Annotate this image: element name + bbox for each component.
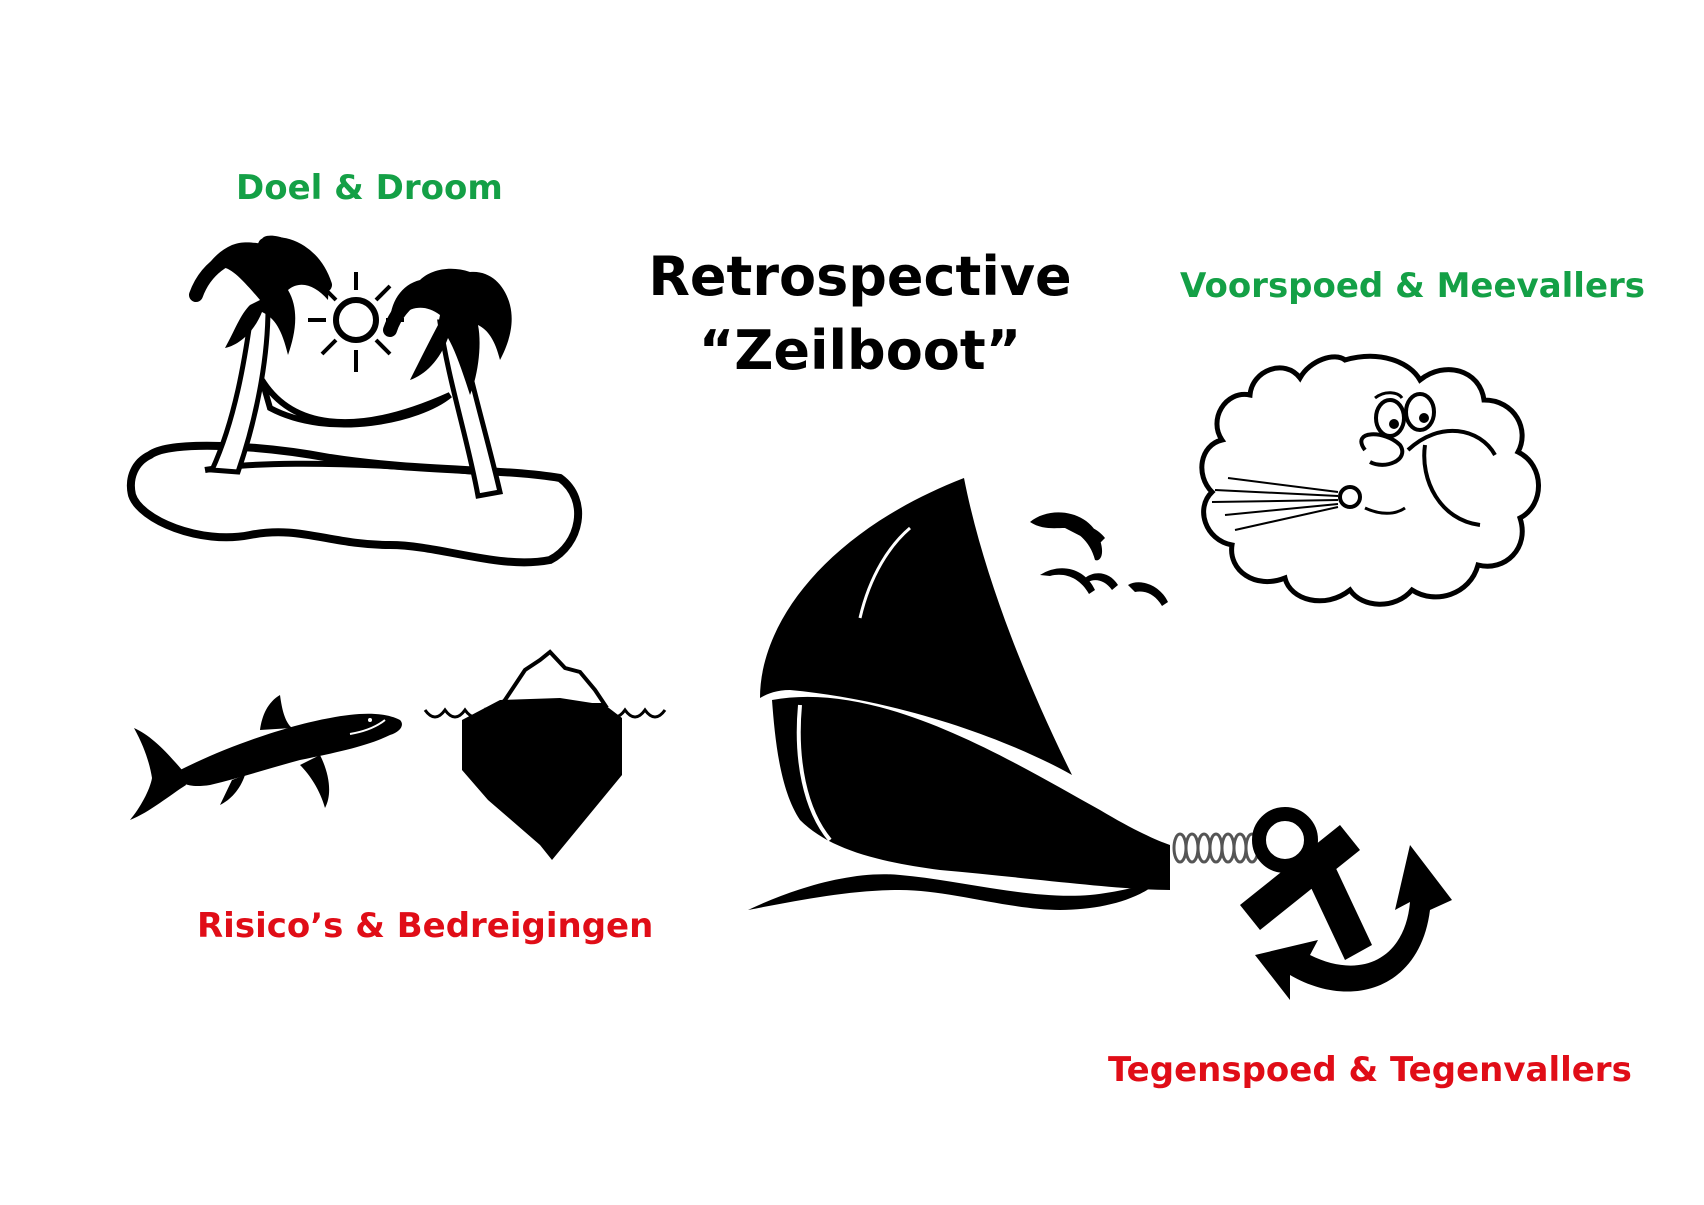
title-line-1: Retrospective	[648, 245, 1072, 308]
page-title: Retrospective “Zeilboot”	[600, 240, 1120, 388]
birds-icon	[1030, 512, 1168, 606]
sailboat-icon	[748, 478, 1260, 910]
iceberg-icon	[423, 649, 667, 860]
label-voorspoed-meevallers: Voorspoed & Meevallers	[1180, 266, 1646, 306]
label-risicos-bedreigingen: Risico’s & Bedreigingen	[197, 906, 654, 946]
title-line-2: “Zeilboot”	[698, 319, 1022, 382]
sun-icon	[308, 272, 404, 372]
shark-icon	[130, 695, 402, 820]
label-tegenspoed-tegenvallers: Tegenspoed & Tegenvallers	[1108, 1050, 1632, 1090]
anchor-icon	[1240, 807, 1452, 1000]
label-doel-droom: Doel & Droom	[236, 168, 503, 208]
wind-cloud-icon	[1199, 354, 1541, 607]
island-icon	[127, 235, 582, 567]
